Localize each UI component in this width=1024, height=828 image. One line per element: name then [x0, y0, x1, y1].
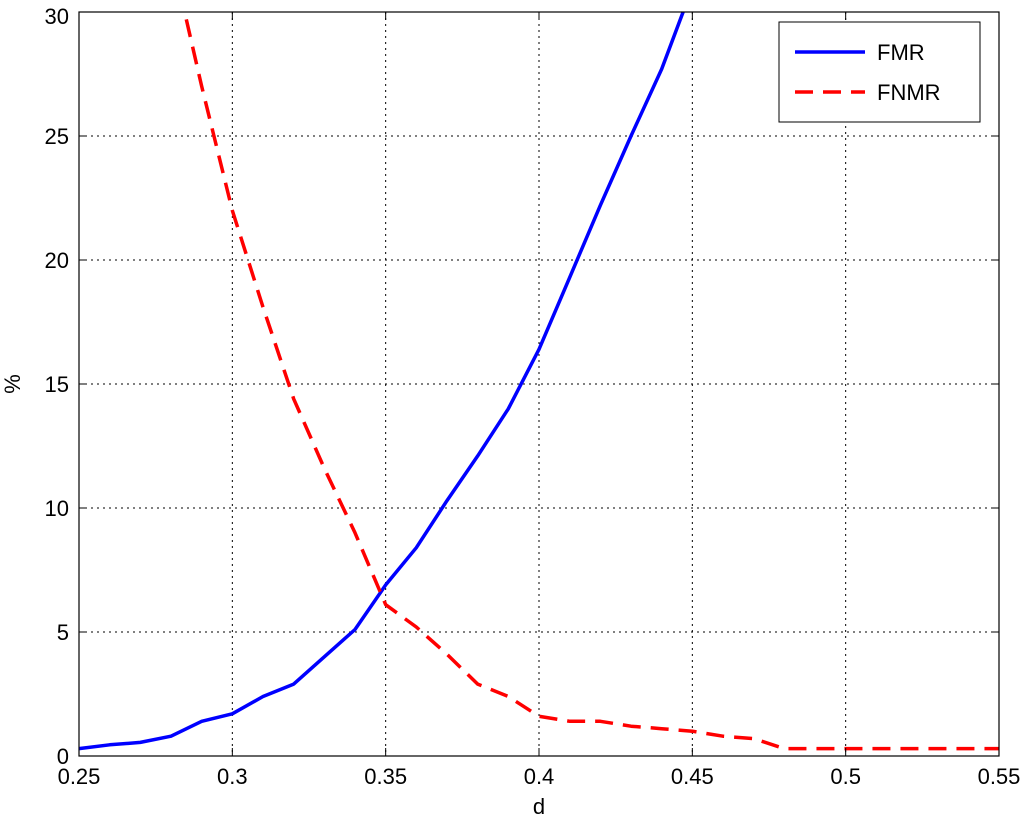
y-tick-label: 15 — [45, 372, 69, 397]
grid-lines — [79, 12, 999, 756]
y-tick-label: 5 — [57, 620, 69, 645]
legend-label-fmr: FMR — [877, 40, 925, 65]
y-tick-label: 0 — [57, 744, 69, 769]
legend-box — [778, 21, 981, 123]
series-line-fmr — [78, 11, 685, 751]
tick-labels: 0.25 0.3 0.35 0.4 0.45 0.5 0.55 0 5 10 15 20 25 30 — [45, 4, 1021, 789]
y-tick-label: 25 — [45, 124, 69, 149]
series-layer — [78, 11, 999, 751]
x-tick-label: 0.35 — [364, 764, 407, 789]
x-tick-label: 0.45 — [671, 764, 714, 789]
x-tick-label: 0.25 — [58, 764, 101, 789]
legend-label-fnmr: FNMR — [877, 80, 941, 105]
x-tick-label: 0.55 — [978, 764, 1021, 789]
x-tick-label: 0.5 — [830, 764, 861, 789]
tick-marks — [78, 11, 1000, 757]
x-tick-label: 0.4 — [524, 764, 555, 789]
x-tick-label: 0.3 — [217, 764, 248, 789]
x-axis-label: d — [533, 794, 545, 819]
y-axis-label: % — [0, 374, 25, 394]
y-tick-label: 20 — [45, 248, 69, 273]
legend: FMR FNMR — [778, 21, 981, 123]
series-line-fnmr — [184, 19, 999, 751]
y-tick-label: 30 — [45, 4, 69, 29]
y-tick-label: 10 — [45, 496, 69, 521]
